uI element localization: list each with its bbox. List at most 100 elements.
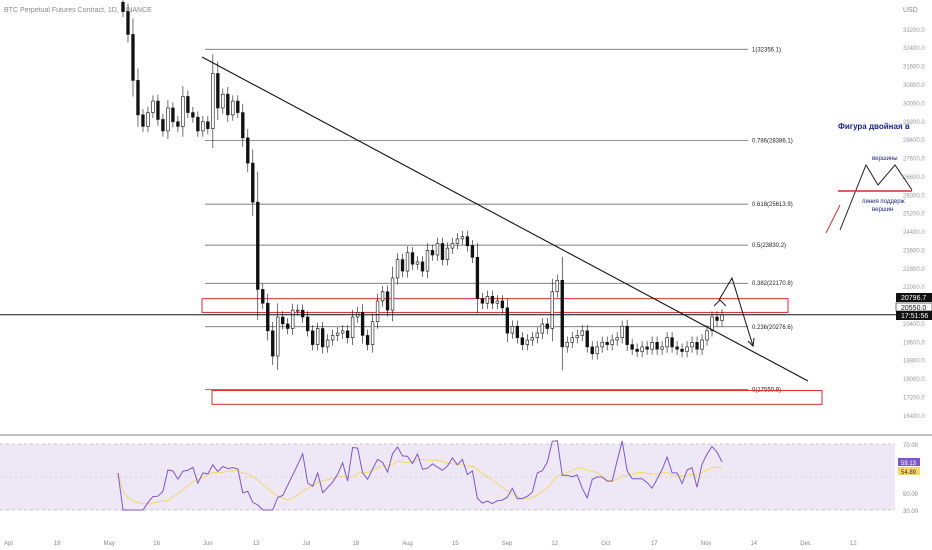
candle-down [206, 121, 210, 129]
time-tick-label: 16 [153, 541, 160, 547]
candle-up [510, 325, 515, 334]
rsi-line [117, 440, 723, 511]
price-tick-label: 30000.0 [903, 101, 925, 107]
candle-up [595, 346, 599, 355]
fibonacci-retracement[interactable]: 1(32356.1) 0.786(28386.1) 0.618(25613.9) 0.… [205, 47, 793, 393]
candle-up [415, 261, 420, 265]
rsi-tick-70: 70.00 [903, 443, 919, 449]
rsi-value-tag [898, 458, 920, 466]
candle-down [625, 325, 629, 345]
fib-level-label: 0.382(22170.8) [752, 281, 793, 287]
price-tick-label: 31600.0 [903, 65, 925, 71]
time-axis: Apr 18 May 16 Jun 13 Jul 18 Aug 15 Sep 12 Oct 17 Nov 14… [4, 541, 857, 547]
candle-down [645, 346, 649, 350]
candle-down [176, 121, 180, 127]
candle-down [345, 330, 350, 339]
candle-down [480, 298, 485, 304]
candle-down [126, 11, 130, 35]
trend-line [201, 56, 809, 382]
double-top-annotation[interactable]: Фигура двойная в вершины линия поддерж в… [825, 122, 913, 234]
price-tick-label: 26000.0 [903, 193, 925, 199]
candle-down [131, 34, 135, 81]
time-tick-label: Dec [800, 541, 811, 547]
candle-up [565, 341, 569, 348]
candle-down [256, 201, 260, 290]
candle-up [665, 337, 669, 348]
candle-down [675, 346, 679, 350]
candle-down [400, 259, 405, 272]
time-tick-label: Apr [4, 541, 13, 547]
price-tick-label: 18800.0 [903, 359, 925, 365]
price-tick-label: 16400.0 [903, 414, 925, 420]
candle-down [271, 330, 275, 357]
candle-up [550, 291, 554, 329]
candle-down [410, 252, 415, 265]
time-tick-label: May [104, 541, 115, 547]
candle-down [465, 236, 470, 247]
candle-down [385, 291, 390, 311]
rsi-tick-50: 50.00 [903, 492, 919, 498]
candle-up [221, 93, 225, 109]
time-tick-label: Jul [303, 541, 311, 547]
candle-down [311, 330, 315, 345]
price-tick-label: 33200.0 [903, 28, 925, 34]
time-tick-label: 12 [850, 541, 857, 547]
rsi-ma-text: 54.89 [901, 470, 917, 476]
projection-arrowhead [747, 337, 755, 348]
projection-path [718, 276, 754, 347]
candle-up [525, 339, 529, 345]
candle-down [590, 346, 594, 355]
candle-up [495, 300, 500, 304]
candle-down [715, 316, 719, 321]
price-tick-label: 19600.0 [903, 340, 925, 346]
candle-down [585, 330, 589, 348]
price-tick-label: 25200.0 [903, 212, 925, 218]
chart-title: BTC Perpetual Futures Contract, 1D, BINA… [4, 7, 152, 14]
annotation-support-label-2: вершин [872, 207, 893, 213]
candle-up [445, 247, 450, 260]
candle-down [266, 302, 270, 332]
last-price-tag [896, 293, 932, 302]
candle-up [151, 100, 155, 113]
time-tick-label: Sep [502, 541, 513, 547]
double-top-pattern-line [839, 163, 913, 231]
time-tick-label: 18 [54, 541, 61, 547]
candle-up [580, 330, 584, 336]
candle-up [600, 341, 604, 348]
candle-up [395, 259, 400, 279]
price-tick-label: 28400.0 [903, 138, 925, 144]
candle-down [320, 328, 325, 348]
candle-up [615, 337, 619, 341]
candle-up [455, 238, 460, 244]
support-resistance-zones[interactable] [201, 298, 823, 405]
candle-down [420, 261, 425, 272]
candle-down [500, 300, 505, 309]
candle-up [620, 325, 624, 339]
time-tick-label: Oct [601, 541, 611, 547]
price-tick-label: 20400.0 [903, 322, 925, 328]
price-tick-label: 18000.0 [903, 377, 925, 383]
candle-up [181, 96, 185, 127]
candle-up [380, 291, 385, 302]
time-tick-label: 17 [651, 541, 658, 547]
price-tick-label: 29200.0 [903, 120, 925, 126]
candle-up [315, 328, 320, 345]
candle-down [171, 107, 175, 123]
candle-down [136, 80, 140, 116]
candle-up [340, 330, 345, 334]
fib-level-label: 0.618(25613.9) [752, 202, 793, 208]
drawing-tools[interactable] [0, 56, 896, 382]
candle-down [306, 316, 310, 332]
candle-up [650, 341, 654, 350]
rsi-pane[interactable]: 70.00 50.00 30.00 59.13 54.89 [0, 440, 920, 515]
price-tick-label: 22000.0 [903, 285, 925, 291]
price-tick-label: 32400.0 [903, 46, 925, 52]
candle-up [570, 337, 574, 343]
rsi-ma-line [117, 458, 723, 505]
candle-up [710, 316, 714, 332]
candle-down [475, 256, 480, 299]
candle-down [236, 100, 240, 113]
price-unit: USD [903, 7, 918, 14]
candle-up [660, 346, 664, 350]
